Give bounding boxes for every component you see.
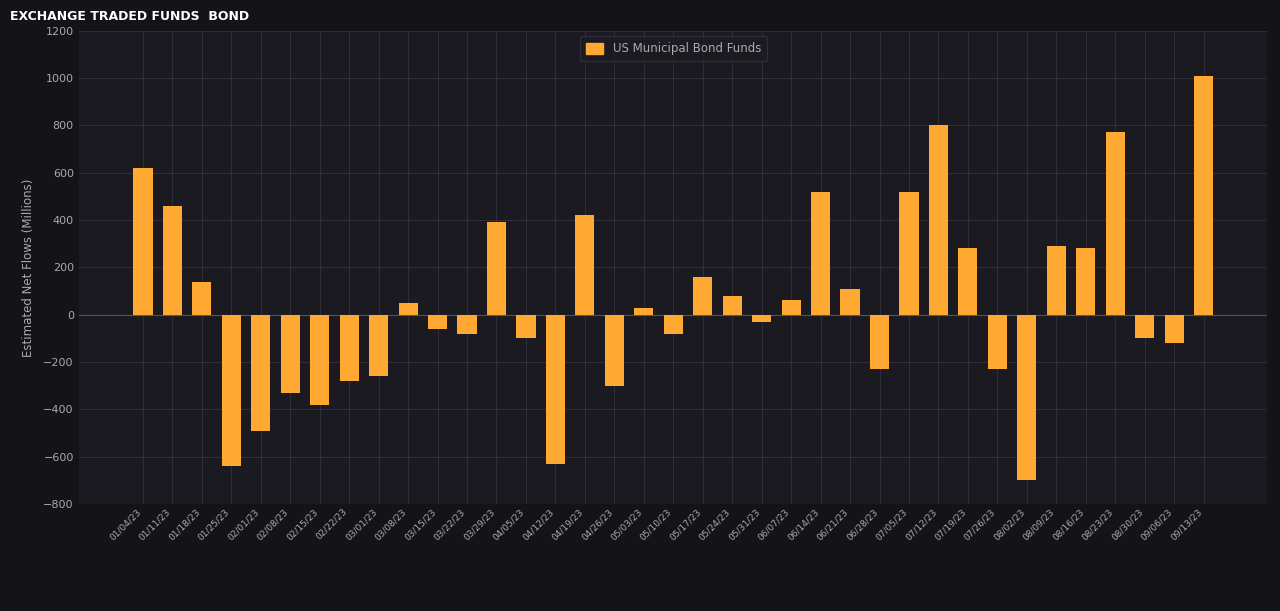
Bar [900,192,919,315]
Bar [870,315,890,369]
Bar [1018,315,1037,480]
Bar [604,315,623,386]
Bar [635,307,653,315]
Bar [545,315,564,464]
Bar [723,296,742,315]
Bar [988,315,1007,369]
Bar [163,206,182,315]
Bar [457,315,476,334]
Legend: US Municipal Bond Funds: US Municipal Bond Funds [580,37,767,61]
Bar [369,315,388,376]
Bar [694,277,712,315]
Bar [251,315,270,431]
Bar [280,315,300,393]
Bar [1076,248,1096,315]
Bar [664,315,682,334]
Bar [428,315,447,329]
Bar [575,215,594,315]
Bar [1135,315,1155,338]
Bar [929,125,948,315]
Bar [782,301,801,315]
Bar [1047,246,1066,315]
Y-axis label: Estimated Net Flows (Millions): Estimated Net Flows (Millions) [22,178,35,356]
Bar [841,288,860,315]
Bar [959,248,978,315]
Bar [339,315,358,381]
Bar [1106,133,1125,315]
Bar [398,303,417,315]
Bar [133,168,152,315]
Bar [753,315,772,322]
Bar [516,315,535,338]
Bar [192,282,211,315]
Bar [812,192,831,315]
Bar [221,315,241,466]
Bar [310,315,329,404]
Text: EXCHANGE TRADED FUNDS  BOND: EXCHANGE TRADED FUNDS BOND [10,10,250,23]
Bar [1165,315,1184,343]
Bar [1194,76,1213,315]
Bar [486,222,506,315]
